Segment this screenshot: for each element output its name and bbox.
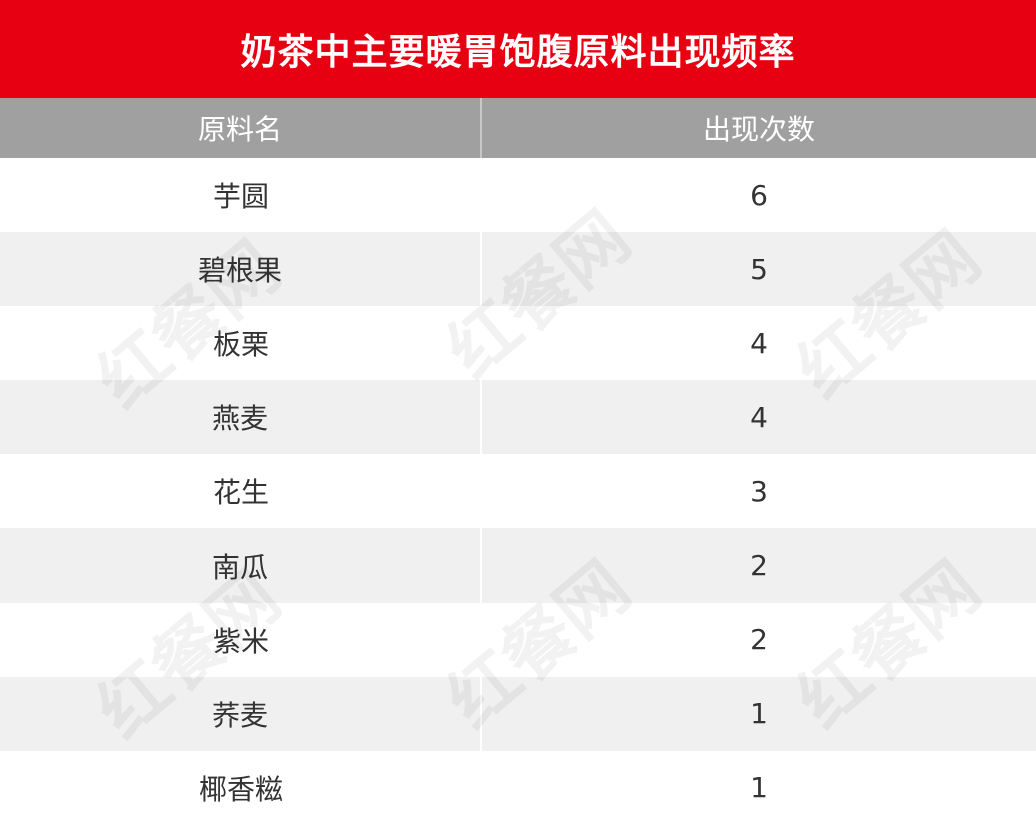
count-cell: 1 [750,697,768,731]
table-body: 芋圆 6 碧根果 5 板栗 4 燕麦 4 花生 3 南瓜 2 紫米 2 荞麦 1 椰香糍 1 [0,158,1036,825]
count-cell: 4 [750,400,768,434]
ingredient-name-cell: 花生 [212,476,269,510]
ingredient-name-cell: 燕麦 [0,380,482,455]
count-cell: 6 [750,178,768,212]
column-header-count: 出现次数 [702,113,815,146]
table-row: 碧根果 5 [0,232,1036,307]
count-cell: 4 [750,326,768,360]
table-row: 荞麦 1 [0,676,1036,751]
count-cell: 2 [750,549,768,583]
ingredient-name-cell: 板栗 [212,328,269,362]
column-header-name: 原料名 [0,98,482,158]
ingredient-name-cell: 芋圆 [212,180,269,214]
count-cell: 2 [750,623,768,657]
table-row: 燕麦 4 [0,380,1036,455]
count-cell: 3 [750,474,768,508]
table-row: 紫米 2 [0,603,1036,677]
table-row: 花生 3 [0,454,1036,528]
ingredient-name-cell: 南瓜 [0,528,482,603]
table-header: 原料名 出现次数 [0,98,1036,158]
table-row: 南瓜 2 [0,528,1036,603]
ingredient-name-cell: 碧根果 [0,232,482,307]
table-row: 板栗 4 [0,306,1036,380]
count-cell: 1 [750,771,768,805]
table-row: 椰香糍 1 [0,751,1036,825]
ingredient-name-cell: 椰香糍 [198,772,283,806]
count-cell: 5 [750,252,768,286]
table-row: 芋圆 6 [0,158,1036,232]
ingredient-name-cell: 紫米 [212,624,269,658]
ingredient-name-cell: 荞麦 [0,676,482,751]
table-title: 奶茶中主要暖胃饱腹原料出现频率 [0,0,1036,98]
